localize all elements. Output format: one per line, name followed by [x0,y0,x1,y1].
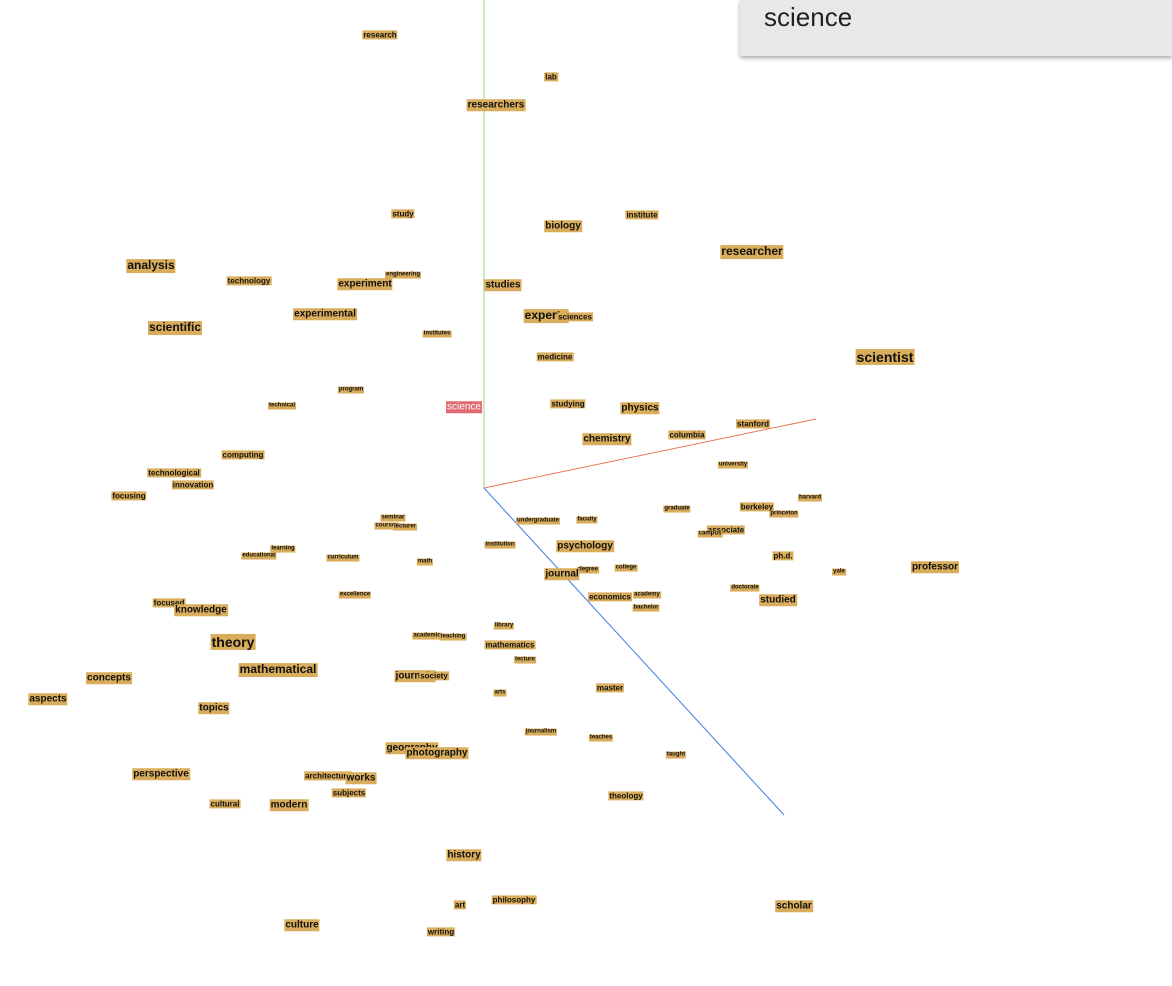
search-query-text[interactable]: science [764,2,853,32]
word-label-engineering[interactable]: engineering [384,271,422,279]
word-label-program[interactable]: program [337,386,365,394]
word-label-focused[interactable]: focused [152,598,186,608]
word-label-research[interactable]: research [362,30,398,40]
word-label-institute[interactable]: institute [625,210,659,220]
word-label-arts[interactable]: arts [493,689,507,697]
word-label-journal[interactable]: journal [544,568,580,580]
word-label-aspects[interactable]: aspects [28,693,68,705]
word-label-princeton[interactable]: princeton [769,510,799,518]
word-label-undergraduate[interactable]: undergraduate [515,517,561,525]
word-label-experiment[interactable]: experiment [337,278,393,290]
word-label-theology[interactable]: theology [608,791,644,801]
word-label-art[interactable]: art [453,900,467,910]
word-label-teaches[interactable]: teaches [588,734,614,742]
word-label-academic[interactable]: academic [412,632,442,640]
word-label-sciences[interactable]: sciences [557,312,593,322]
word-label-courses[interactable]: courses [374,522,400,530]
word-label-subjects[interactable]: subjects [331,788,367,798]
word-label-biology[interactable]: biology [544,220,582,232]
word-label-scientist[interactable]: scientist [855,348,915,366]
word-label-studied[interactable]: studied [759,594,797,606]
word-label-technology[interactable]: technology [226,276,272,286]
word-label-theory[interactable]: theory [210,633,256,651]
search-panel: science [740,0,1172,56]
word-label-harvard[interactable]: harvard [797,494,823,502]
word-label-physics[interactable]: physics [620,402,660,414]
word-label-curriculum[interactable]: curriculum [326,554,360,562]
word-label-campus[interactable]: campus [697,530,723,538]
word-label-bachelor[interactable]: bachelor [632,604,660,612]
word-label-math[interactable]: math [416,558,434,566]
word-label-scientific[interactable]: scientific [147,320,203,335]
word-label-degree[interactable]: degree [577,566,599,574]
word-label-teaching[interactable]: teaching [439,633,467,641]
word-label-researcher[interactable]: researcher [720,244,784,259]
word-label-college[interactable]: college [614,564,638,572]
word-label-cultural[interactable]: cultural [209,799,241,809]
word-label-psychology[interactable]: psychology [556,540,614,552]
word-label-researchers[interactable]: researchers [466,99,526,111]
word-label-works[interactable]: works [345,772,377,784]
word-label-experimental[interactable]: experimental [293,308,357,320]
word-label-chemistry[interactable]: chemistry [582,433,632,445]
word-label-educational[interactable]: educational [241,552,277,560]
word-label-studying[interactable]: studying [550,399,586,409]
word-label-lecture[interactable]: lecture [514,656,536,664]
word-label-berkeley[interactable]: berkeley [739,502,775,512]
word-label-perspective[interactable]: perspective [132,768,190,780]
word-label-associate[interactable]: associate [706,525,746,535]
word-label-medicine[interactable]: medicine [536,352,574,362]
x-axis-line [483,418,817,489]
word-label-writing[interactable]: writing [426,927,456,937]
word-label-stanford[interactable]: stanford [736,419,770,429]
word-label-mathematical[interactable]: mathematical [238,662,318,677]
word-label-taught[interactable]: taught [665,751,687,759]
word-label-concepts[interactable]: concepts [86,672,132,684]
word-label-doctorate[interactable]: doctorate [730,584,760,592]
word-label-philosophy[interactable]: philosophy [491,895,537,905]
word-label-focusing[interactable]: focusing [111,491,147,501]
word-label-professor[interactable]: professor [910,561,960,573]
word-label-computing[interactable]: computing [221,450,265,460]
word-label-excellence[interactable]: excellence [338,591,372,599]
word-label-journalism[interactable]: journalism [524,728,558,736]
word-label-science[interactable]: science [446,401,482,413]
word-label-analysis[interactable]: analysis [126,258,176,273]
word-label-topics[interactable]: topics [198,702,230,714]
word-label-yale[interactable]: yale [832,568,846,576]
word-label-lecturer[interactable]: lecturer [392,523,418,531]
word-label-library[interactable]: library [493,622,515,630]
z-axis-line [483,487,785,816]
word-label-study[interactable]: study [391,209,415,219]
word-label-culture[interactable]: culture [284,919,320,931]
word-label-technological[interactable]: technological [147,468,201,478]
word-label-columbia[interactable]: columbia [668,430,706,440]
word-label-university[interactable]: university [717,461,749,469]
word-label-modern[interactable]: modern [269,799,309,811]
word-label-institution[interactable]: institution [484,541,516,549]
word-label-academy[interactable]: academy [633,591,661,599]
word-label-lab[interactable]: lab [544,72,558,82]
word-label-scholar[interactable]: scholar [775,900,813,912]
word-label-master[interactable]: master [595,683,625,693]
word-label-studies[interactable]: studies [484,279,522,291]
word-label-journals[interactable]: journals [394,670,436,682]
word-label-graduate[interactable]: graduate [663,505,691,513]
word-label-faculty[interactable]: faculty [576,516,598,524]
word-label-institutes[interactable]: institutes [422,330,452,338]
word-label-architecture[interactable]: architecture [304,771,352,781]
word-label-photography[interactable]: photography [405,747,469,759]
word-label-mathematics[interactable]: mathematics [484,640,536,650]
word-label-knowledge[interactable]: knowledge [174,604,228,616]
word-label-history[interactable]: history [446,849,482,861]
word-label-learning[interactable]: learning [270,545,296,553]
word-label-economics[interactable]: economics [588,592,632,602]
word-label-seminar[interactable]: seminar [380,514,406,522]
word-label-innovation[interactable]: innovation [171,480,215,490]
word-label-ph-d-[interactable]: ph.d. [772,551,794,561]
word-label-society[interactable]: society [419,671,449,681]
word-label-technical[interactable]: technical [267,402,297,410]
